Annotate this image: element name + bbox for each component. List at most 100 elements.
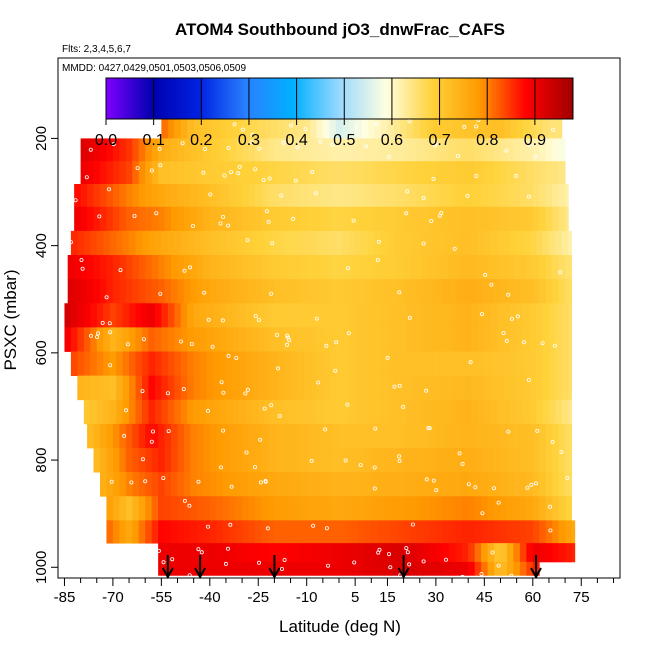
colorbar-strip [265,78,269,119]
heatmap-cell [532,138,540,162]
heatmap-cell [519,496,527,521]
colorbar-strip [279,78,283,119]
heatmap-cell [329,351,337,377]
heatmap-cell [271,230,279,256]
heatmap-cell [461,543,469,563]
heatmap-cell [287,496,295,521]
heatmap-cell [222,520,230,544]
x-tick-label: -55 [151,589,173,606]
heatmap-cell [422,543,430,563]
heatmap-cell [132,448,140,473]
heatmap-cell [490,399,498,425]
heatmap-cell [122,327,130,352]
heatmap-cell [368,303,375,328]
colorbar-strip [349,78,352,119]
heatmap-cell [458,303,466,328]
heatmap-cell [274,423,282,449]
heatmap-cell [258,230,266,256]
heatmap-cell [458,399,466,425]
sample-dot [263,478,268,483]
sample-dot [372,465,377,470]
heatmap-cell [238,230,246,256]
heatmap-cell [287,255,295,280]
heatmap-cell [284,303,291,328]
heatmap-cell [251,327,259,352]
sample-dot [504,148,509,153]
sample-dot [309,458,314,463]
heatmap-cell [568,351,572,377]
heatmap-cell [526,520,534,544]
heatmap-cell [413,327,421,352]
heatmap-cell [145,423,153,449]
sample-dot [252,464,257,469]
heatmap-cell [461,138,469,162]
heatmap-cell [158,255,165,280]
heatmap-cell [361,303,369,328]
heatmap-cell [403,423,411,449]
heatmap-cell [506,543,514,563]
heatmap-cell [190,279,198,304]
colorbar-strip [365,78,369,119]
colorbar-strip [132,78,136,119]
heatmap-cell [455,448,463,473]
colorbar-strip [189,78,193,119]
heatmap-cell [342,327,350,352]
heatmap-cell [151,423,159,449]
heatmap-cell [300,423,308,449]
heatmap-cell [487,183,495,208]
heatmap-cell [213,303,220,328]
heatmap-cell [280,279,288,304]
colorbar-strip [201,78,205,119]
heatmap-cell [351,561,359,576]
colorbar-strip [215,78,219,119]
heatmap-cell [319,138,327,162]
sample-dot [407,315,412,320]
colorbar-strip [325,78,329,119]
heatmap-cell [422,423,430,449]
heatmap-cell [229,561,237,576]
heatmap-cell [419,375,427,401]
heatmap-cell [380,399,388,425]
heatmap-cell [119,448,127,473]
heatmap-cell [141,351,149,377]
heatmap-cell [297,327,304,352]
heatmap-cell [326,448,333,473]
colorbar-strip [170,78,174,119]
sample-dot [225,546,230,551]
heatmap-cell [487,279,495,304]
heatmap-cell [494,448,501,473]
heatmap-cell [536,399,543,425]
heatmap-cell [442,183,450,208]
heatmap-cell [216,206,224,232]
heatmap-cell [558,255,566,280]
heatmap-cell [545,472,553,497]
heatmap-cell [455,423,463,449]
heatmap-cell [368,399,375,425]
heatmap-cell [526,255,534,280]
colorbar-strip [239,78,243,119]
heatmap-cell [258,399,266,425]
heatmap-cell [410,206,417,232]
colorbar-strip [334,78,338,119]
heatmap-cell [293,423,301,449]
heatmap-cell [300,161,308,185]
heatmap-cell [277,327,285,352]
colorbar-strip [275,78,279,119]
arrow-head [397,567,410,580]
heatmap-cell [303,327,311,352]
sample-dot [189,341,194,346]
sample-dot [460,574,465,579]
sample-dot [434,488,439,493]
sample-dot [479,312,484,317]
colorbar-strip [368,78,371,119]
heatmap-cell [384,472,392,497]
heatmap-cell [435,448,443,473]
sample-dot [323,427,328,432]
heatmap-cell [300,206,308,232]
heatmap-cell [364,472,372,497]
sample-dot [269,291,274,296]
sample-dot [182,268,187,273]
heatmap-cell [213,351,220,377]
colorbar-strip [270,78,274,119]
sample-dot [429,218,434,223]
